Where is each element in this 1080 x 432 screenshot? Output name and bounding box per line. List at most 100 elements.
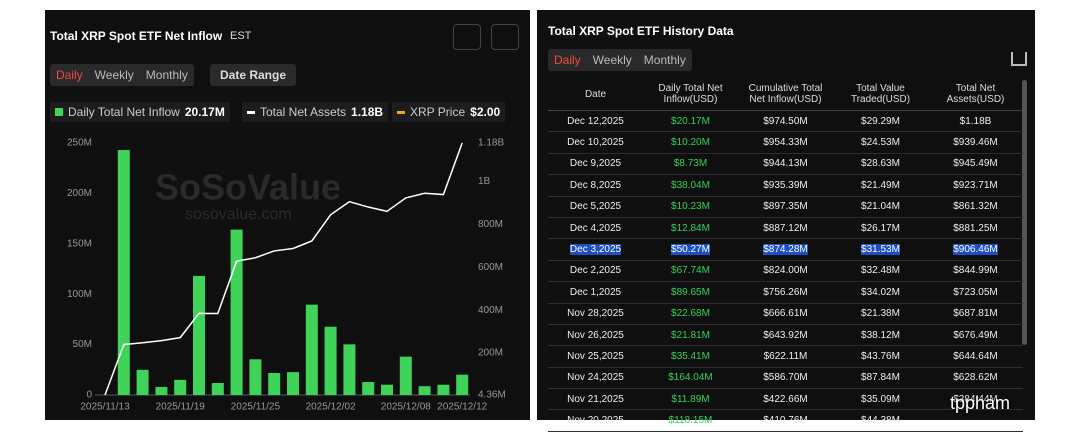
y-tick-label: 100M xyxy=(67,289,92,300)
table-row[interactable]: Dec 10,2025 $10.20M $954.33M $24.53M $939.46… xyxy=(548,132,1023,154)
table-cell: Dec 10,2025 xyxy=(548,137,643,148)
table-row[interactable]: Nov 21,2025 $11.89M $422.66M $35.09M $384.44… xyxy=(548,389,1023,411)
cell-text: $38.04M xyxy=(671,179,710,191)
tab[interactable]: Monthly xyxy=(145,68,188,82)
table-row[interactable]: Dec 9,2025 $8.73M $944.13M $28.63M $945.49M xyxy=(548,154,1023,176)
bar xyxy=(174,379,187,395)
fullscreen-button[interactable] xyxy=(453,24,481,50)
table-cell: Nov 26,2025 xyxy=(548,330,643,341)
cell-text: $31.53M xyxy=(861,244,900,256)
cell-text: Dec 2,2025 xyxy=(569,265,622,277)
date-range-label: Date Range xyxy=(220,68,287,82)
cell-text: Nov 24,2025 xyxy=(567,372,624,384)
table-cell: $723.05M xyxy=(928,287,1023,298)
date-range-button[interactable]: Date Range xyxy=(210,64,297,86)
history-title: Total XRP Spot ETF History Data xyxy=(548,24,734,38)
table-cell: $1.18B xyxy=(928,116,1023,127)
table-row[interactable]: Dec 2,2025 $67.74M $824.00M $32.48M $844.99M xyxy=(548,261,1023,283)
timezone: EST xyxy=(230,30,252,42)
cell-text: $687.81M xyxy=(953,308,998,320)
chart-tabs: Daily Weekly Monthly xyxy=(50,64,194,86)
cell-text: $945.49M xyxy=(953,158,998,170)
table-row[interactable]: Dec 3,2025 $50.27M $874.28M $31.53M $906.46M xyxy=(548,239,1023,261)
cell-text: $410.76M xyxy=(763,415,808,427)
y2-tick-label: 200M xyxy=(478,348,503,359)
tab[interactable]: Monthly xyxy=(643,53,686,67)
table-cell: $10.23M xyxy=(643,201,738,212)
cell-text: $11.89M xyxy=(671,393,710,405)
cell-text: $50.27M xyxy=(671,244,710,256)
bar xyxy=(287,372,299,395)
table-cell: $906.46M xyxy=(928,244,1023,256)
table-cell: Dec 4,2025 xyxy=(548,223,643,234)
table-cell: $21.04M xyxy=(833,201,928,212)
y-tick-label: 200M xyxy=(67,188,92,199)
download-button[interactable] xyxy=(1011,52,1027,66)
cell-text: $644.64M xyxy=(953,350,998,362)
table-row[interactable]: Nov 24,2025 $164.04M $586.70M $87.84M $628.6… xyxy=(548,368,1023,390)
bar xyxy=(211,383,224,395)
cell-text: Nov 20,2025 xyxy=(567,415,624,427)
cell-text: $10.20M xyxy=(671,137,710,149)
tab[interactable]: Daily xyxy=(56,68,83,82)
bar xyxy=(230,229,243,395)
table-row[interactable]: Nov 25,2025 $35.41M $622.11M $43.76M $644.64… xyxy=(548,346,1023,368)
cell-text: $628.62M xyxy=(953,372,998,384)
tab[interactable]: Daily xyxy=(554,53,581,67)
table-cell: $21.38M xyxy=(833,308,928,319)
table-cell: Dec 1,2025 xyxy=(548,287,643,298)
chart-title: Total XRP Spot ETF Net Inflow xyxy=(50,29,223,43)
table-cell: Dec 12,2025 xyxy=(548,116,643,127)
legend-label: Total Net Assets xyxy=(260,105,347,119)
table-row[interactable]: Dec 4,2025 $12.84M $887.12M $26.17M $881.25M xyxy=(548,218,1023,240)
legend-swatch xyxy=(247,110,255,114)
bar xyxy=(343,344,356,395)
cell-text: $881.25M xyxy=(953,222,998,234)
table-row[interactable]: Nov 26,2025 $21.81M $643.92M $38.12M $676.49… xyxy=(548,325,1023,347)
table-row[interactable]: Nov 28,2025 $22.68M $666.61M $21.38M $687.81… xyxy=(548,304,1023,325)
y-tick-label: 50M xyxy=(73,339,92,350)
cell-text: $24.53M xyxy=(861,137,900,149)
table-cell: Dec 5,2025 xyxy=(548,201,643,212)
cell-text: $643.92M xyxy=(763,329,808,341)
table-cell: $628.62M xyxy=(928,372,1023,383)
table-row[interactable]: Dec 12,2025 $20.17M $974.50M $29.29M $1.18B xyxy=(548,111,1023,133)
table-cell: $32.48M xyxy=(833,265,928,276)
table-cell: Nov 28,2025 xyxy=(548,308,643,319)
bar xyxy=(268,373,281,395)
table-row[interactable]: Dec 8,2025 $38.04M $935.39M $21.49M $923.71M xyxy=(548,175,1023,197)
bar xyxy=(155,386,168,395)
table-row[interactable]: Dec 1,2025 $89.65M $756.26M $34.02M $723.05M xyxy=(548,282,1023,304)
legend-value: $2.00 xyxy=(470,105,501,119)
table-cell: Nov 24,2025 xyxy=(548,372,643,383)
tab[interactable]: Weekly xyxy=(94,68,134,82)
cell-text: Nov 25,2025 xyxy=(567,350,624,362)
table-cell: $43.76M xyxy=(833,351,928,362)
table-cell: Dec 3,2025 xyxy=(548,244,643,256)
cell-text: $34.02M xyxy=(861,286,900,298)
table-cell: $422.66M xyxy=(738,394,833,405)
table-cell: $38.12M xyxy=(833,330,928,341)
x-tick-label: 2025/12/02 xyxy=(306,402,356,413)
table-cell: $44.38M xyxy=(833,415,928,426)
cell-text: $164.04M xyxy=(668,372,713,384)
table-cell: $87.84M xyxy=(833,372,928,383)
table-cell: $861.32M xyxy=(928,201,1023,212)
line xyxy=(104,142,463,396)
table-cell: $26.17M xyxy=(833,223,928,234)
cell-text: $29.29M xyxy=(861,115,900,127)
table-cell: $881.25M xyxy=(928,223,1023,234)
legend-value: 1.18B xyxy=(351,105,384,119)
share-button[interactable] xyxy=(491,24,519,50)
x-tick-label: 2025/11/25 xyxy=(231,402,281,413)
y-tick-label: 150M xyxy=(67,238,92,249)
table-cell: $38.04M xyxy=(643,180,738,191)
table-cell: $644.64M xyxy=(928,351,1023,362)
column-header: Total Value Traded(USD) xyxy=(850,83,911,105)
cell-text: $723.05M xyxy=(953,286,998,298)
table-row[interactable]: Dec 5,2025 $10.23M $897.35M $21.04M $861.32M xyxy=(548,197,1023,218)
cell-text: $939.46M xyxy=(953,137,998,149)
table-cell: $29.29M xyxy=(833,116,928,127)
tab[interactable]: Weekly xyxy=(592,53,632,67)
